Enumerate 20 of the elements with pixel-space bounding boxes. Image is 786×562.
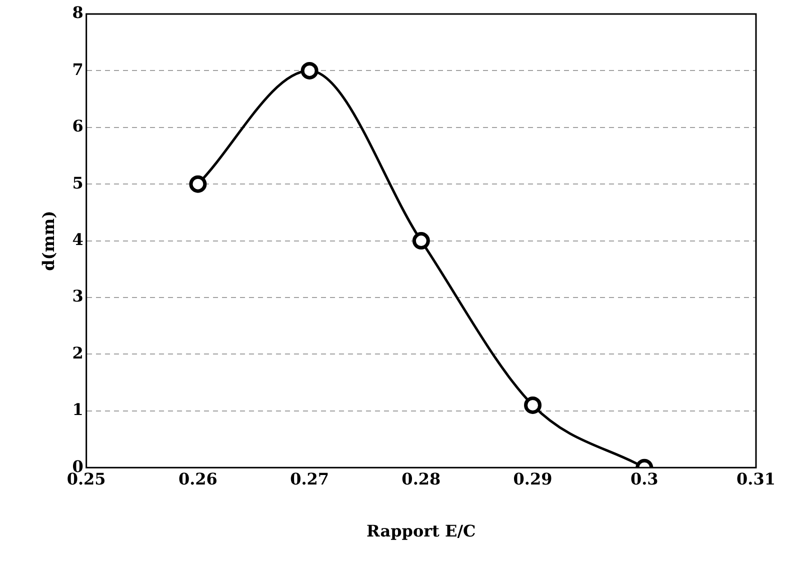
y-tick-label: 3: [72, 286, 84, 306]
x-tick-label: 0.31: [736, 469, 776, 488]
point: [412, 232, 430, 250]
x-tick-label: 0.27: [290, 469, 330, 488]
y-tick-label: 6: [72, 116, 84, 136]
y-tick-label: 1: [72, 400, 84, 420]
x-tick-label: 0.3: [630, 469, 658, 488]
x-tick-label: 0.26: [178, 469, 218, 488]
point: [189, 175, 207, 193]
x-tick-label: 0.28: [402, 469, 441, 488]
y-tick-label: 5: [72, 173, 84, 192]
point: [300, 62, 318, 80]
y-tick-label: 7: [72, 60, 84, 79]
y-tick-label: 2: [72, 343, 84, 362]
x-axis-title: Rapport E/C: [366, 522, 476, 541]
y-tick-label: 8: [72, 3, 84, 22]
point: [524, 396, 542, 414]
x-tick-label: 0.29: [513, 469, 552, 488]
y-axis-title: d(mm): [38, 210, 58, 271]
y-tick-label: 4: [72, 230, 84, 249]
